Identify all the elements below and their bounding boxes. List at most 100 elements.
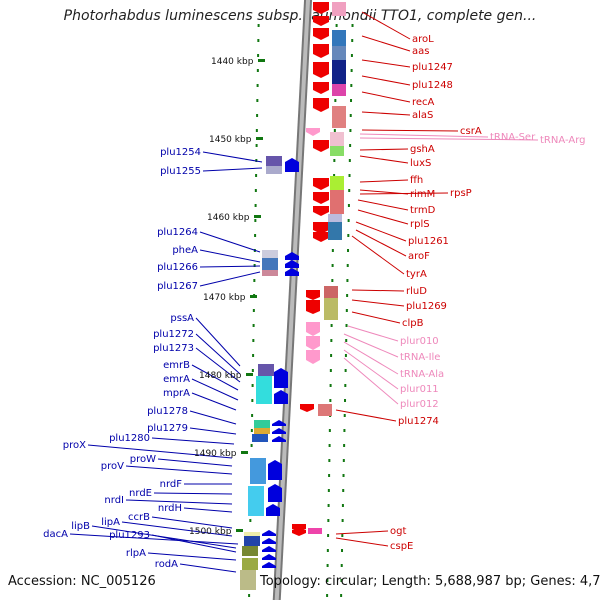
left-gene-label-plu1255[interactable]: plu1255 (160, 166, 201, 177)
left-gene-label-plu1272[interactable]: plu1272 (153, 329, 194, 340)
feature-block (332, 60, 346, 84)
guide-dot (252, 354, 255, 357)
feature-block (332, 106, 346, 128)
left-gene-label-plu1278[interactable]: plu1278 (147, 406, 188, 417)
guide-dot (342, 489, 345, 492)
feature-block (242, 546, 258, 556)
right-gene-label-luxs[interactable]: luxS (410, 158, 431, 169)
left-gene-label-plu1279[interactable]: plu1279 (147, 423, 188, 434)
left-gene-label-emra[interactable]: emrA (163, 374, 190, 385)
left-gene-label-mpra[interactable]: mprA (163, 388, 190, 399)
right-gene-label-rpsp[interactable]: rpsP (450, 188, 472, 199)
forward-arrow (285, 158, 299, 172)
feature-block (332, 30, 346, 46)
leader-line (183, 507, 233, 513)
guide-dot (331, 264, 334, 267)
forward-arrow (272, 428, 286, 434)
right-gene-label-tyra[interactable]: tyrA (406, 269, 427, 280)
forward-arrow (268, 460, 282, 480)
right-gene-label-arol[interactable]: aroL (412, 34, 434, 45)
guide-dot (254, 219, 257, 222)
left-gene-label-prov[interactable]: proV (101, 461, 124, 472)
left-gene-label-roda[interactable]: rodA (155, 559, 178, 570)
right-gene-label-reca[interactable]: recA (412, 97, 435, 108)
left-gene-label-plu1267[interactable]: plu1267 (157, 281, 198, 292)
left-gene-label-nrdi[interactable]: nrdI (104, 495, 124, 506)
right-gene-label-plur010[interactable]: plur010 (400, 336, 439, 347)
left-gene-label-lipa[interactable]: lipA (101, 517, 120, 528)
right-gene-label-cspe[interactable]: cspE (390, 541, 413, 552)
right-gene-label-alas[interactable]: alaS (412, 110, 433, 121)
topology-text: Topology: circular; Length: 5,688,987 bp… (260, 574, 600, 589)
right-gene-label-ogt[interactable]: ogt (390, 526, 406, 537)
left-gene-label-nrdh[interactable]: nrdH (158, 503, 182, 514)
forward-arrow (262, 562, 276, 568)
right-gene-label-plur011[interactable]: plur011 (400, 384, 439, 395)
left-gene-label-daca[interactable]: dacA (43, 529, 68, 540)
feature-block (330, 146, 344, 156)
left-gene-label-phea[interactable]: pheA (172, 245, 198, 256)
right-gene-label-rpls[interactable]: rplS (410, 219, 430, 230)
guide-dot (346, 294, 349, 297)
left-gene-label-lipb[interactable]: lipB (71, 521, 90, 532)
right-gene-label-ffh[interactable]: ffh (410, 175, 423, 186)
right-gene-label-arof[interactable]: aroF (408, 251, 430, 262)
guide-dot (341, 534, 344, 537)
guide-dot (333, 129, 336, 132)
guide-dot (350, 84, 353, 87)
right-gene-label-clpb[interactable]: clpB (402, 318, 424, 329)
right-gene-label-csra[interactable]: csrA (460, 126, 482, 137)
rna-arrow (306, 350, 320, 364)
right-gene-label-gsha[interactable]: gshA (410, 144, 435, 155)
right-gene-label-plu1261[interactable]: plu1261 (408, 236, 449, 247)
left-gene-label-pssa[interactable]: pssA (170, 313, 194, 324)
leader-line (335, 530, 389, 535)
right-gene-label-trmd[interactable]: trmD (410, 205, 436, 216)
left-gene-label-plu1266[interactable]: plu1266 (157, 262, 198, 273)
left-gene-label-prow[interactable]: proW (130, 454, 156, 465)
guide-dot (329, 384, 332, 387)
right-gene-label-plu1274[interactable]: plu1274 (398, 416, 439, 427)
guide-dot (334, 99, 337, 102)
feature-block (262, 258, 278, 270)
guide-dot (344, 369, 347, 372)
guide-dot (333, 159, 336, 162)
guide-dot (347, 234, 350, 237)
guide-dot (345, 339, 348, 342)
left-gene-label-plu1273[interactable]: plu1273 (153, 343, 194, 354)
left-gene-label-plu1280[interactable]: plu1280 (109, 433, 150, 444)
leader-line (359, 137, 539, 141)
leader-line (202, 167, 263, 172)
right-gene-label-trna-ala[interactable]: tRNA-Ala (400, 369, 444, 380)
left-gene-label-nrdf[interactable]: nrdF (160, 479, 183, 490)
leader-line (199, 231, 261, 253)
scale-label: 1500 kbp (189, 527, 232, 537)
guide-dot (350, 69, 353, 72)
feature-block (328, 222, 342, 240)
left-gene-label-plu1254[interactable]: plu1254 (160, 147, 201, 158)
left-gene-label-emrb[interactable]: emrB (163, 360, 190, 371)
right-gene-label-trna-arg[interactable]: tRNA-Arg (540, 135, 585, 146)
right-gene-label-plu1269[interactable]: plu1269 (406, 301, 447, 312)
guide-dot (341, 519, 344, 522)
right-gene-label-trna-ile[interactable]: tRNA-Ile (400, 352, 440, 363)
leader-line (343, 341, 399, 375)
right-gene-label-rlud[interactable]: rluD (406, 286, 427, 297)
left-gene-label-plu1264[interactable]: plu1264 (157, 227, 198, 238)
scale-label: 1450 kbp (209, 135, 252, 145)
right-gene-label-aas[interactable]: aas (412, 46, 429, 57)
right-gene-label-plu1247[interactable]: plu1247 (412, 62, 453, 73)
right-gene-label-plu1248[interactable]: plu1248 (412, 80, 453, 91)
left-gene-label-prox[interactable]: proX (63, 440, 86, 451)
right-gene-label-trna-ser[interactable]: tRNA-Ser (490, 132, 536, 143)
left-gene-label-rlpa[interactable]: rlpA (126, 548, 146, 559)
left-gene-label-nrde[interactable]: nrdE (129, 488, 152, 499)
right-gene-label-plur012[interactable]: plur012 (400, 399, 439, 410)
genome-backbone (272, 0, 313, 600)
left-gene-label-plu1293[interactable]: plu1293 (109, 530, 150, 541)
left-gene-label-ccrb[interactable]: ccrB (128, 512, 150, 523)
right-gene-label-rimm[interactable]: rimM (410, 189, 435, 200)
leader-line (191, 378, 239, 401)
guide-dot (340, 579, 343, 582)
